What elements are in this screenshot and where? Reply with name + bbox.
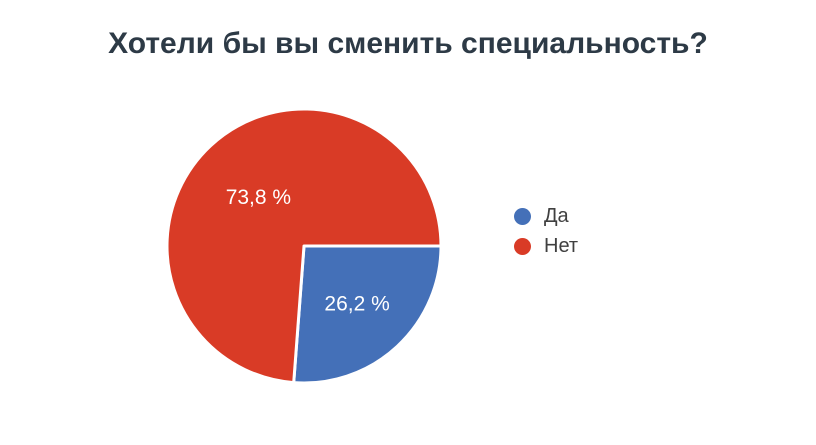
legend-swatch-yes [514, 207, 531, 225]
legend-label-no: Нет [544, 235, 579, 257]
chart-title: Хотели бы вы сменить специальность? [108, 27, 708, 60]
legend-item-yes: Да [514, 201, 578, 231]
legend-label-yes: Да [544, 205, 569, 227]
legend-item-no: Нет [514, 231, 578, 261]
slice-value-label-yes: 26,2 % [324, 292, 389, 315]
pie-slice-no [165, 107, 443, 385]
slice-value-label-no: 73,8 % [226, 186, 291, 209]
legend-swatch-no [514, 237, 531, 255]
legend: Да Нет [514, 201, 578, 261]
pie-slice-yes [292, 244, 443, 385]
